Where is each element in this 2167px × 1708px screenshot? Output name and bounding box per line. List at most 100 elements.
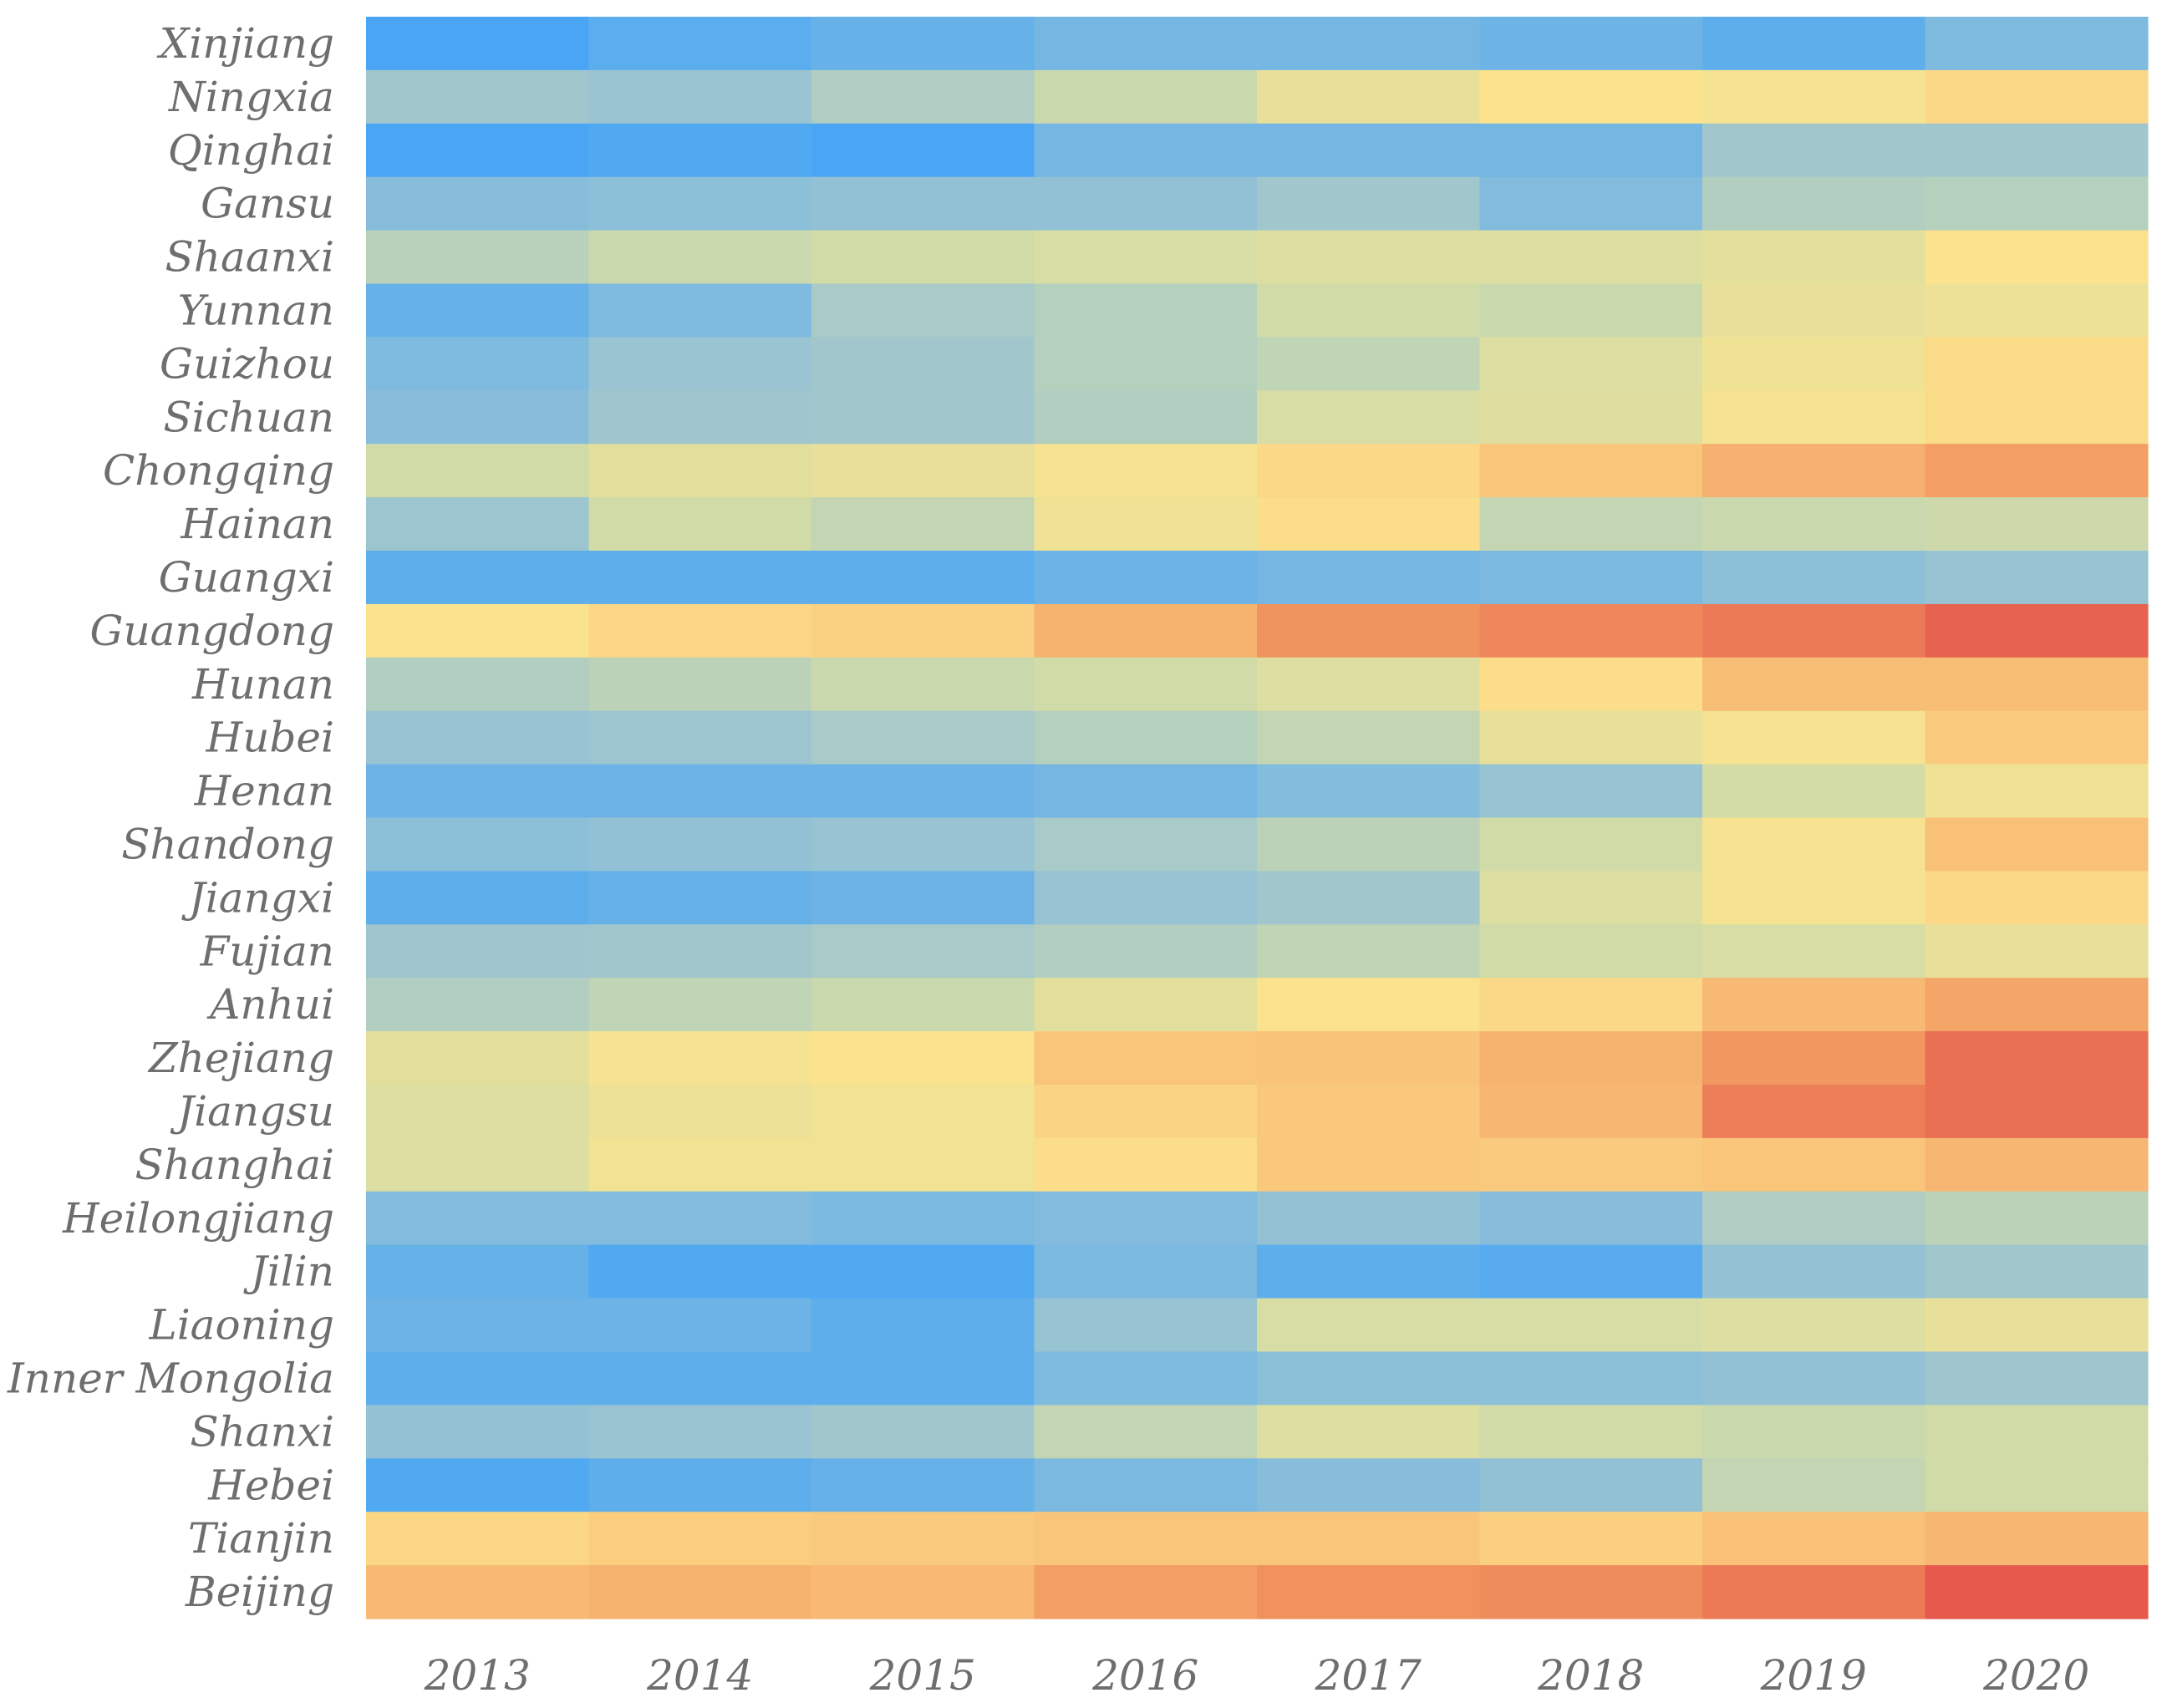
heatmap-cell-shaanxi-2013 [366,230,590,285]
row-label: Jilin [243,1248,334,1296]
heatmap-cell-sichuan-2016 [1034,390,1258,445]
heatmap-cell-shanghai-2015 [811,1137,1035,1192]
heatmap-cell-henan-2019 [1702,764,1926,819]
heatmap-cell-sichuan-2015 [811,390,1035,445]
heatmap-cell-heilongjiang-2014 [588,1191,812,1246]
heatmap-cell-hunan-2014 [588,657,812,712]
heatmap-cell-hunan-2020 [1925,657,2149,712]
heatmap-cell-jilin-2015 [811,1244,1035,1299]
heatmap-cell-fujian-2013 [366,924,590,979]
heatmap-cell-guangdong-2019 [1702,603,1926,658]
heatmap-cell-ningxia-2015 [811,69,1035,125]
heatmap-cell-fujian-2015 [811,924,1035,979]
heatmap-cell-jiangsu-2018 [1479,1085,1703,1139]
heatmap-cell-shandong-2017 [1257,817,1481,872]
heatmap-cell-inner-mongolia-2014 [588,1351,812,1406]
heatmap-cell-hunan-2013 [366,657,590,712]
heatmap-cell-anhui-2019 [1702,978,1926,1032]
heatmap-cell-inner-mongolia-2017 [1257,1351,1481,1406]
heatmap-cell-gansu-2014 [588,176,812,231]
heatmap-cell-guangdong-2013 [366,603,590,658]
heatmap-cell-beijing-2018 [1479,1565,1703,1619]
heatmap-cell-shanghai-2017 [1257,1137,1481,1192]
heatmap-cell-yunnan-2020 [1925,283,2149,338]
column-label: 2020 [1982,1651,2089,1700]
heatmap-cell-sichuan-2020 [1925,390,2149,445]
heatmap-cell-guangdong-2020 [1925,603,2149,658]
heatmap-cell-henan-2016 [1034,764,1258,819]
heatmap-cell-jiangxi-2016 [1034,871,1258,925]
heatmap-cell-henan-2013 [366,764,590,819]
heatmap-cell-xinjiang-2020 [1925,17,2149,71]
heatmap-cell-shandong-2013 [366,817,590,872]
heatmap-cell-sichuan-2013 [366,390,590,445]
heatmap-cell-jilin-2019 [1702,1244,1926,1299]
heatmap-cell-hubei-2018 [1479,710,1703,765]
row-label: Jiangsu [170,1087,334,1136]
heatmap-cell-guizhou-2017 [1257,337,1481,391]
heatmap-cell-beijing-2020 [1925,1565,2149,1619]
heatmap-cell-shandong-2019 [1702,817,1926,872]
heatmap-cell-chongqing-2016 [1034,444,1258,498]
heatmap-cell-chongqing-2019 [1702,444,1926,498]
heatmap-cell-ningxia-2018 [1479,69,1703,125]
heatmap-cell-shanxi-2017 [1257,1405,1481,1459]
heatmap-cell-henan-2014 [588,764,812,819]
column-label: 2017 [1315,1651,1422,1700]
row-label: Gansu [201,180,334,228]
heatmap-cell-shanxi-2018 [1479,1405,1703,1459]
heatmap-cell-guizhou-2015 [811,337,1035,391]
heatmap-cell-sichuan-2019 [1702,390,1926,445]
heatmap-cell-shanghai-2013 [366,1137,590,1192]
heatmap-cell-yunnan-2016 [1034,283,1258,338]
heatmap-cell-heilongjiang-2015 [811,1191,1035,1246]
heatmap-cell-jilin-2013 [366,1244,590,1299]
heatmap-cell-yunnan-2018 [1479,283,1703,338]
row-label: Hunan [191,660,334,709]
heatmap-cells [366,17,2149,1619]
heatmap-cell-chongqing-2015 [811,444,1035,498]
heatmap-cell-chongqing-2014 [588,444,812,498]
heatmap-cell-shaanxi-2014 [588,230,812,285]
heatmap-cell-tianjin-2015 [811,1512,1035,1566]
heatmap-cell-xinjiang-2014 [588,17,812,71]
heatmap-cell-inner-mongolia-2015 [811,1351,1035,1406]
heatmap-cell-guangxi-2017 [1257,551,1481,605]
heatmap-cell-chongqing-2013 [366,444,590,498]
heatmap-cell-qinghai-2013 [366,123,590,178]
heatmap-cell-sichuan-2014 [588,390,812,445]
heatmap-cell-shandong-2018 [1479,817,1703,872]
heatmap-cell-hubei-2019 [1702,710,1926,765]
heatmap-cell-fujian-2019 [1702,924,1926,979]
heatmap-cell-inner-mongolia-2016 [1034,1351,1258,1406]
heatmap-cell-tianjin-2013 [366,1512,590,1566]
heatmap-cell-guangxi-2018 [1479,551,1703,605]
heatmap-cell-guangdong-2018 [1479,603,1703,658]
heatmap-cell-liaoning-2014 [588,1298,812,1353]
heatmap-cell-yunnan-2014 [588,283,812,338]
heatmap-cell-guangdong-2015 [811,603,1035,658]
heatmap-cell-liaoning-2016 [1034,1298,1258,1353]
heatmap-cell-liaoning-2019 [1702,1298,1926,1353]
heatmap-cell-zhejiang-2019 [1702,1031,1926,1085]
heatmap-cell-zhejiang-2018 [1479,1031,1703,1085]
heatmap-cell-inner-mongolia-2019 [1702,1351,1926,1406]
heatmap-cell-guizhou-2013 [366,337,590,391]
heatmap-cell-ningxia-2013 [366,69,590,125]
row-label: Guangxi [159,553,334,602]
heatmap-cell-shandong-2015 [811,817,1035,872]
heatmap-cell-anhui-2020 [1925,978,2149,1032]
heatmap-cell-xinjiang-2016 [1034,17,1258,71]
row-label: Sichuan [163,393,334,441]
heatmap-cell-jiangxi-2014 [588,871,812,925]
heatmap-cell-ningxia-2014 [588,69,812,125]
row-label: Shanxi [190,1407,334,1456]
heatmap-cell-inner-mongolia-2018 [1479,1351,1703,1406]
row-label: Inner Mongolia [7,1354,334,1402]
row-label: Hebei [207,1461,334,1509]
heatmap-cell-guangxi-2020 [1925,551,2149,605]
heatmap-cell-jilin-2014 [588,1244,812,1299]
heatmap-cell-shaanxi-2018 [1479,230,1703,285]
heatmap-cell-ningxia-2016 [1034,69,1258,125]
heatmap-cell-jiangsu-2015 [811,1085,1035,1139]
